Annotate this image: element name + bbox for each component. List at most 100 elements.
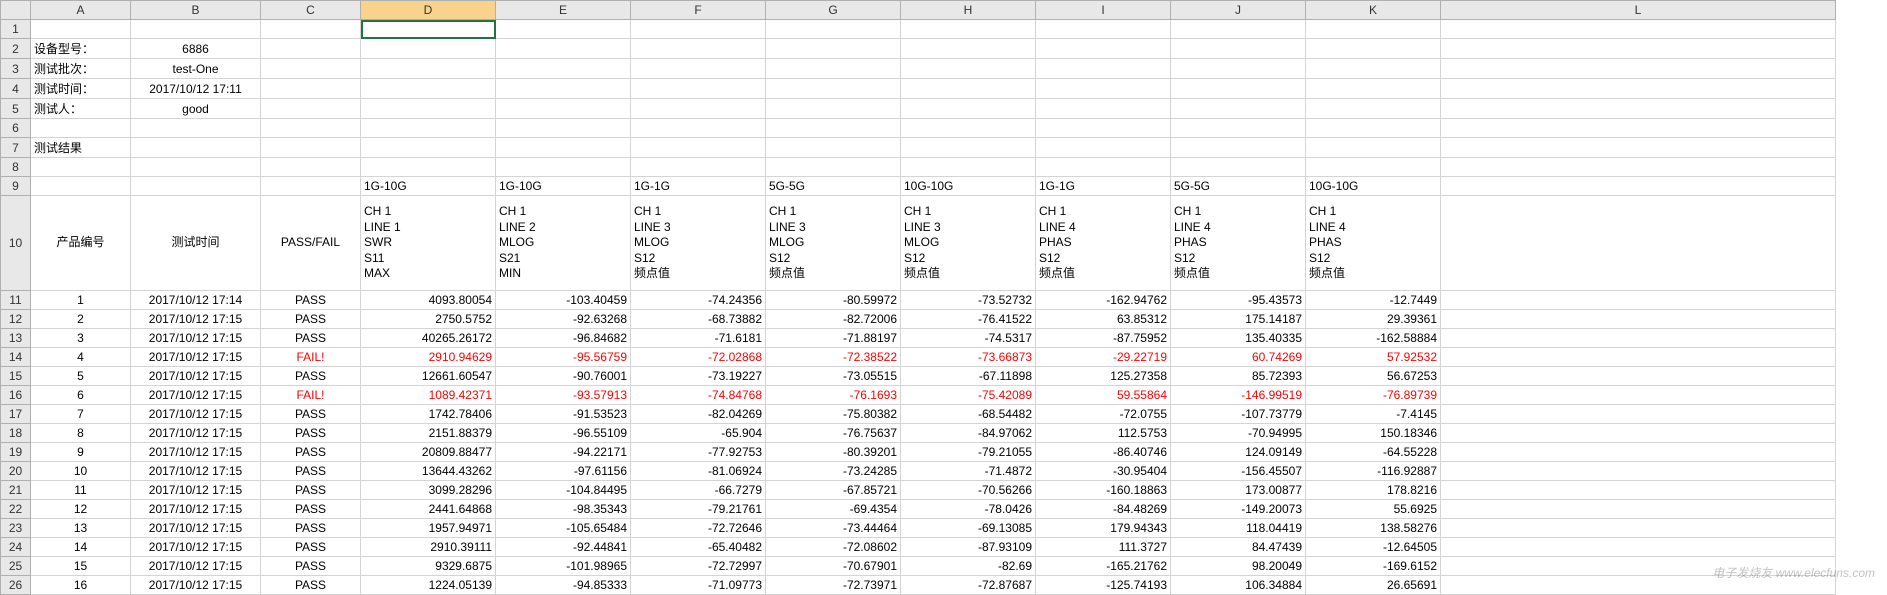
cell[interactable] bbox=[496, 39, 631, 59]
row-header[interactable]: 8 bbox=[1, 158, 31, 177]
cell[interactable] bbox=[1441, 79, 1836, 99]
row-header[interactable]: 13 bbox=[1, 329, 31, 348]
cell-value[interactable]: -73.44464 bbox=[766, 519, 901, 538]
cell[interactable] bbox=[631, 79, 766, 99]
cell-value[interactable]: -72.08602 bbox=[766, 538, 901, 557]
cell-product-no[interactable]: 6 bbox=[31, 386, 131, 405]
cell-value[interactable]: -82.72006 bbox=[766, 310, 901, 329]
cell-value[interactable]: 111.3727 bbox=[1036, 538, 1171, 557]
cell[interactable] bbox=[1171, 39, 1306, 59]
cell-value[interactable]: 179.94343 bbox=[1036, 519, 1171, 538]
cell[interactable] bbox=[361, 39, 496, 59]
cell-value[interactable]: -72.72997 bbox=[631, 557, 766, 576]
cell-value[interactable]: 29.39361 bbox=[1306, 310, 1441, 329]
cell-value[interactable]: 4093.80054 bbox=[361, 291, 496, 310]
cell[interactable] bbox=[631, 119, 766, 138]
cell-passfail[interactable]: PASS bbox=[261, 576, 361, 595]
cell-value[interactable]: -12.7449 bbox=[1306, 291, 1441, 310]
cell[interactable] bbox=[1171, 79, 1306, 99]
row-header[interactable]: 9 bbox=[1, 177, 31, 196]
cell[interactable] bbox=[1441, 367, 1836, 386]
col-header-H[interactable]: H bbox=[901, 1, 1036, 20]
cell-product-no[interactable]: 9 bbox=[31, 443, 131, 462]
row-header[interactable]: 7 bbox=[1, 138, 31, 158]
cell-value[interactable]: -104.84495 bbox=[496, 481, 631, 500]
cell-value[interactable]: -165.21762 bbox=[1036, 557, 1171, 576]
cell-product-no[interactable]: 14 bbox=[31, 538, 131, 557]
cell[interactable] bbox=[631, 59, 766, 79]
cell-value[interactable]: -73.24285 bbox=[766, 462, 901, 481]
cell[interactable] bbox=[901, 158, 1036, 177]
hdr-freq-I[interactable]: 1G-1G bbox=[1036, 177, 1171, 196]
meta-value-tester[interactable]: good bbox=[131, 99, 261, 119]
cell-value[interactable]: 13644.43262 bbox=[361, 462, 496, 481]
cell[interactable] bbox=[496, 79, 631, 99]
cell[interactable] bbox=[1306, 79, 1441, 99]
col-header-K[interactable]: K bbox=[1306, 1, 1441, 20]
cell-value[interactable]: -90.76001 bbox=[496, 367, 631, 386]
row-header[interactable]: 24 bbox=[1, 538, 31, 557]
cell-value[interactable]: 2151.88379 bbox=[361, 424, 496, 443]
col-header-C[interactable]: C bbox=[261, 1, 361, 20]
cell[interactable] bbox=[766, 119, 901, 138]
cell[interactable] bbox=[631, 158, 766, 177]
cell-value[interactable]: -87.75952 bbox=[1036, 329, 1171, 348]
cell[interactable] bbox=[1306, 99, 1441, 119]
cell[interactable] bbox=[1441, 39, 1836, 59]
cell[interactable] bbox=[496, 119, 631, 138]
cell[interactable] bbox=[361, 138, 496, 158]
cell[interactable] bbox=[1441, 329, 1836, 348]
cell[interactable] bbox=[1036, 119, 1171, 138]
cell-passfail[interactable]: PASS bbox=[261, 291, 361, 310]
cell[interactable] bbox=[1171, 99, 1306, 119]
cell[interactable] bbox=[766, 158, 901, 177]
cell-value[interactable]: -149.20073 bbox=[1171, 500, 1306, 519]
cell-test-time[interactable]: 2017/10/12 17:15 bbox=[131, 538, 261, 557]
hdr-freq-H[interactable]: 10G-10G bbox=[901, 177, 1036, 196]
row-header[interactable]: 18 bbox=[1, 424, 31, 443]
cell[interactable] bbox=[1441, 59, 1836, 79]
hdr-col-J[interactable]: CH 1LINE 4PHASS12频点值 bbox=[1171, 196, 1306, 291]
cell-value[interactable]: -72.02868 bbox=[631, 348, 766, 367]
cell-value[interactable]: 85.72393 bbox=[1171, 367, 1306, 386]
cell-value[interactable]: -70.67901 bbox=[766, 557, 901, 576]
cell-value[interactable]: -71.88197 bbox=[766, 329, 901, 348]
cell-value[interactable]: 55.6925 bbox=[1306, 500, 1441, 519]
cell-passfail[interactable]: PASS bbox=[261, 500, 361, 519]
cell-value[interactable]: -74.84768 bbox=[631, 386, 766, 405]
cell-value[interactable]: -107.73779 bbox=[1171, 405, 1306, 424]
cell-value[interactable]: 59.55864 bbox=[1036, 386, 1171, 405]
row-header[interactable]: 1 bbox=[1, 20, 31, 39]
cell[interactable] bbox=[261, 138, 361, 158]
cell[interactable] bbox=[31, 158, 131, 177]
cell-value[interactable]: 2910.94629 bbox=[361, 348, 496, 367]
col-header-B[interactable]: B bbox=[131, 1, 261, 20]
cell[interactable] bbox=[261, 39, 361, 59]
cell-value[interactable]: -80.59972 bbox=[766, 291, 901, 310]
cell-value[interactable]: -76.89739 bbox=[1306, 386, 1441, 405]
cell[interactable] bbox=[1171, 119, 1306, 138]
cell[interactable] bbox=[1171, 158, 1306, 177]
cell-product-no[interactable]: 12 bbox=[31, 500, 131, 519]
cell-value[interactable]: 98.20049 bbox=[1171, 557, 1306, 576]
cell-test-time[interactable]: 2017/10/12 17:15 bbox=[131, 405, 261, 424]
hdr-passfail[interactable]: PASS/FAIL bbox=[261, 196, 361, 291]
col-header-A[interactable]: A bbox=[31, 1, 131, 20]
cell[interactable] bbox=[131, 138, 261, 158]
cell-value[interactable]: -75.42089 bbox=[901, 386, 1036, 405]
cell[interactable] bbox=[131, 158, 261, 177]
cell[interactable] bbox=[261, 158, 361, 177]
cell-value[interactable]: 118.04419 bbox=[1171, 519, 1306, 538]
row-header[interactable]: 4 bbox=[1, 79, 31, 99]
cell-product-no[interactable]: 2 bbox=[31, 310, 131, 329]
cell[interactable] bbox=[261, 177, 361, 196]
meta-value-time[interactable]: 2017/10/12 17:11 bbox=[131, 79, 261, 99]
cell-value[interactable]: 2441.64868 bbox=[361, 500, 496, 519]
cell[interactable] bbox=[766, 39, 901, 59]
col-header-E[interactable]: E bbox=[496, 1, 631, 20]
cell-value[interactable]: 178.8216 bbox=[1306, 481, 1441, 500]
cell-value[interactable]: 26.65691 bbox=[1306, 576, 1441, 595]
cell[interactable] bbox=[901, 20, 1036, 39]
cell[interactable] bbox=[1441, 500, 1836, 519]
cell[interactable] bbox=[261, 79, 361, 99]
